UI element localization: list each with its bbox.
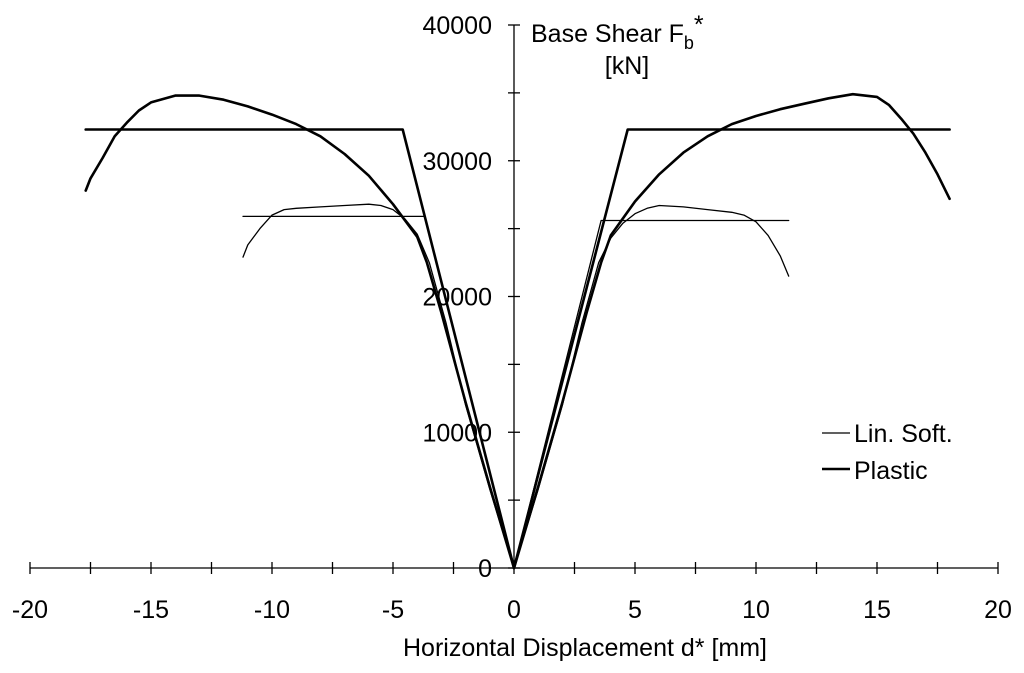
y-axis-title: Base Shear Fb*	[531, 11, 704, 53]
series-lin-soft-bilinear-negative	[242, 215, 515, 569]
x-tick-label: -20	[12, 596, 48, 624]
y-axis-unit: [kN]	[605, 52, 649, 80]
legend-label-lin-soft: Lin. Soft.	[854, 420, 953, 448]
x-tick-label: -15	[133, 596, 169, 624]
x-tick-label: 10	[742, 596, 770, 624]
y-tick-label: 0	[478, 555, 492, 583]
series-plastic-bilinear-negative	[84, 128, 516, 570]
y-tick-label: 30000	[422, 148, 492, 176]
x-tick-label: 20	[984, 596, 1012, 624]
x-tick-label: -10	[254, 596, 290, 624]
x-tick-label: 0	[507, 596, 521, 624]
series-lin-soft-capacity-curve-positive	[513, 204, 790, 569]
x-tick-label: 5	[628, 596, 642, 624]
legend: Lin. Soft. Plastic	[822, 420, 953, 485]
series-plastic-bilinear-positive	[512, 128, 951, 570]
series-plastic-capacity-curve-positive	[512, 92, 951, 570]
legend-label-plastic: Plastic	[854, 457, 928, 485]
x-tick-label: -5	[382, 596, 404, 624]
series-layer	[84, 92, 951, 570]
y-tick-label: 40000	[422, 12, 492, 40]
series-lin-soft-bilinear-positive	[513, 219, 790, 569]
axis-labels: Horizontal Displacement d* [mm] Base She…	[403, 11, 767, 662]
series-lin-soft-capacity-curve-negative	[242, 203, 515, 569]
x-axis-title: Horizontal Displacement d* [mm]	[403, 634, 767, 662]
y-axis-title-subscript: b	[684, 33, 694, 53]
x-tick-label: 15	[863, 596, 891, 624]
series-plastic-capacity-curve-negative	[84, 94, 516, 570]
y-axis-title-main: Base Shear F	[531, 20, 684, 48]
y-axis-title-superscript: *	[694, 11, 704, 39]
